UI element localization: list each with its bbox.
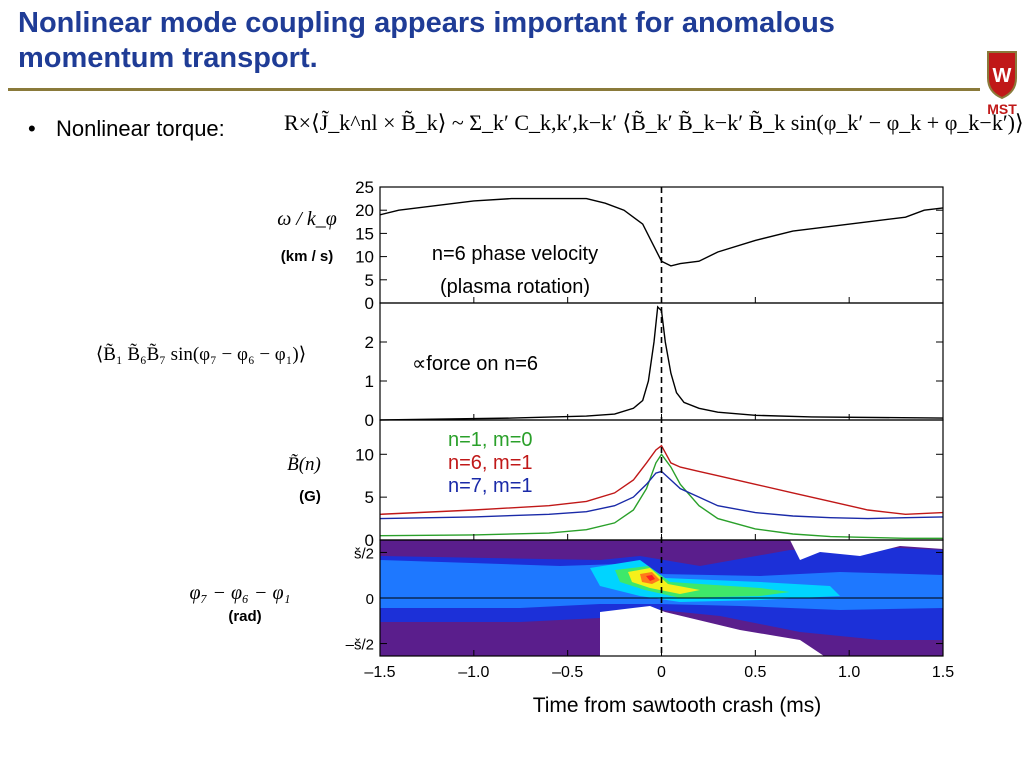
legend-entry-3: n=7, m=1 [448, 475, 533, 497]
x-axis-label: Time from sawtooth crash (ms) [533, 694, 822, 717]
ytick-label-4-2: –š/2 [346, 637, 374, 654]
ytick-label-2-1: 1 [365, 372, 374, 391]
ytick-label-1-2: 15 [355, 224, 374, 243]
annotation-force: ∝force on n=6 [412, 353, 538, 375]
xtick-label-6: 1.5 [932, 664, 954, 681]
ytick-label-1-5: 0 [365, 294, 374, 313]
ytick-label-1-1: 20 [355, 201, 374, 220]
xtick-label-2: –0.5 [552, 664, 583, 681]
legend-entry-1: n=1, m=0 [448, 429, 533, 451]
ytick-label-1-3: 10 [355, 248, 374, 267]
ytick-label-4-1: 0 [366, 591, 374, 608]
xtick-label-4: 0.5 [744, 664, 766, 681]
xtick-label-3: 0 [657, 664, 666, 681]
ytick-label-1-4: 5 [365, 271, 374, 290]
ytick-label-2-0: 2 [365, 333, 374, 352]
legend-entry-2: n=6, m=1 [448, 452, 533, 474]
annotation-plasma-rotation: (plasma rotation) [440, 276, 590, 298]
ytick-label-1-0: 25 [355, 178, 374, 197]
ytick-label-3-1: 5 [365, 488, 374, 507]
panel-force: ∝force on n=6 [380, 307, 943, 420]
xtick-label-0: –1.5 [364, 664, 395, 681]
ytick-label-3-0: 10 [355, 445, 374, 464]
xtick-label-5: 1.0 [838, 664, 860, 681]
annotation-phase-velocity: n=6 phase velocity [432, 243, 598, 265]
xtick-label-1: –1.0 [458, 664, 489, 681]
ytick-label-2-2: 0 [365, 411, 374, 430]
ytick-label-4-0: š/2 [354, 545, 374, 562]
